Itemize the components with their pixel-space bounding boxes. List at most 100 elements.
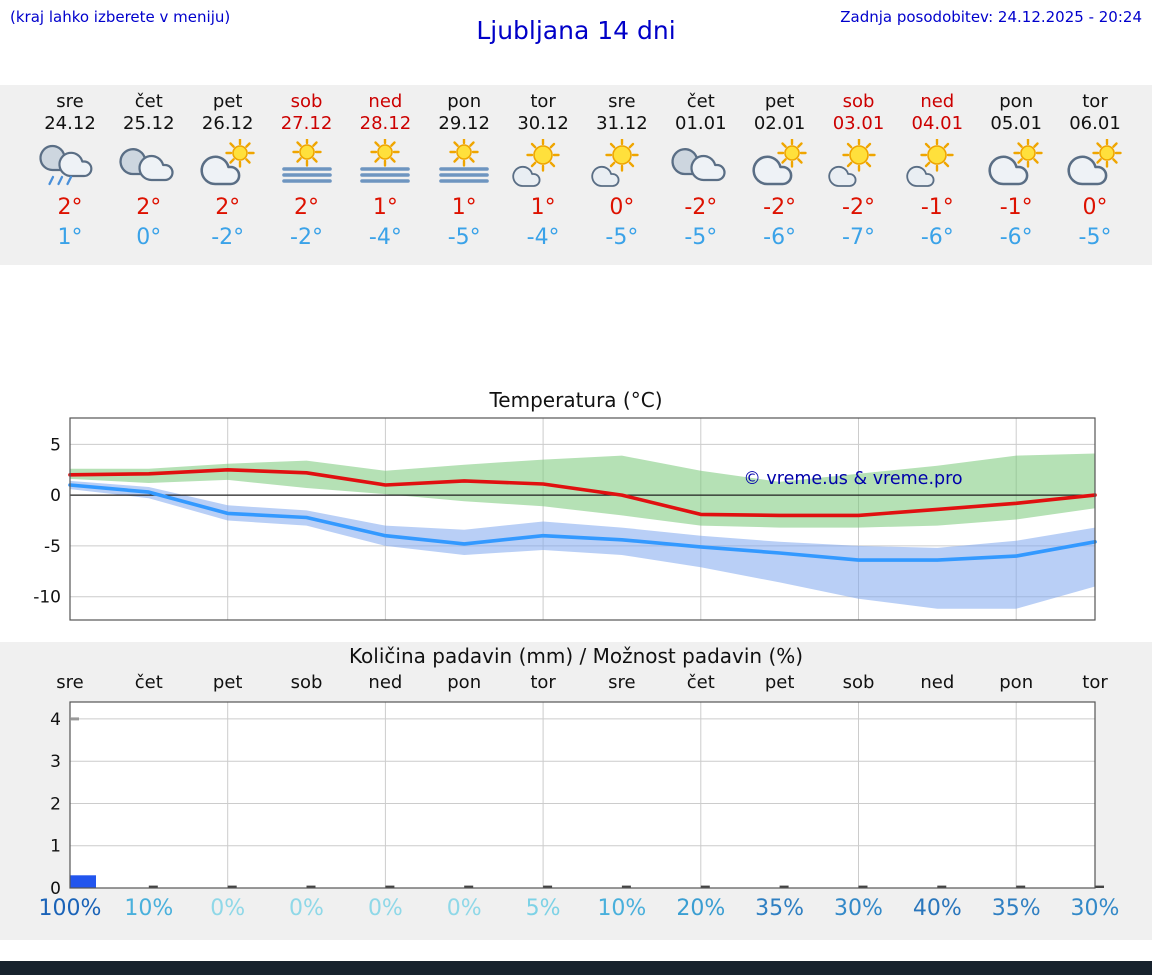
precip-zero-mark <box>700 885 710 888</box>
weather-icon-partly <box>1055 135 1135 187</box>
precip-zero-mark <box>227 885 237 888</box>
day-min-temperature: -4° <box>526 225 560 250</box>
line-max-temperature <box>68 467 1097 518</box>
day-date: 29.12 <box>438 113 490 134</box>
day-min-temperature: 1° <box>57 225 83 250</box>
forecast-day-column[interactable]: pon 05.01 -1° -6° <box>976 91 1056 253</box>
day-max-temperature: -2° <box>684 195 718 220</box>
day-date: 05.01 <box>990 113 1042 134</box>
last-update-timestamp: Zadnja posodobitev: 24.12.2025 - 20:24 <box>840 8 1142 26</box>
precip-day-label: sre <box>56 672 84 693</box>
forecast-day-column[interactable]: tor 06.01 0° -5° <box>1055 91 1135 253</box>
weather-icon-sun-cloud <box>819 135 899 187</box>
forecast-day-column[interactable]: čet 25.12 2° 0° <box>109 91 189 253</box>
precipitation-probability-row: 100% 10% 0% 0% 0% 0% 5% 10% 20% 35% 30% 40% 35% 30% <box>0 896 1152 928</box>
day-max-temperature: 1° <box>530 195 556 220</box>
precip-day-label: pon <box>999 672 1034 693</box>
precip-bar <box>70 875 96 888</box>
precip-zero-mark <box>306 885 316 888</box>
forecast-day-column[interactable]: sob 27.12 2° -2° <box>267 91 347 253</box>
day-date: 27.12 <box>280 113 333 134</box>
weather-icon-fog-sun <box>267 135 347 187</box>
svg-text:0: 0 <box>50 486 61 506</box>
location-hint: (kraj lahko izberete v meniju) <box>10 8 231 26</box>
precip-zero-mark <box>148 885 158 888</box>
forecast-day-column[interactable]: pon 29.12 1° -5° <box>424 91 504 253</box>
day-name: čet <box>686 91 715 112</box>
day-name: sob <box>290 91 323 112</box>
precip-day-label: ned <box>920 672 955 693</box>
precip-day-label: sre <box>608 672 636 693</box>
day-name: sre <box>56 91 84 112</box>
day-min-temperature: -5° <box>684 225 718 250</box>
forecast-day-column[interactable]: čet 01.01 -2° -5° <box>661 91 741 253</box>
day-name: čet <box>134 91 163 112</box>
precip-day-label: ned <box>368 672 403 693</box>
day-max-temperature: 1° <box>372 195 398 220</box>
precip-zero-mark <box>858 885 868 888</box>
svg-text:4: 4 <box>50 710 61 730</box>
precip-day-label: čet <box>686 672 715 693</box>
forecast-day-strip: sre 24.12 2° 1° čet 25.12 2° 0° pet 26.12 2° -2° sob… <box>0 85 1152 265</box>
day-min-temperature: -4° <box>368 225 402 250</box>
precip-probability: 0% <box>446 896 482 921</box>
day-name: sre <box>608 91 636 112</box>
day-max-temperature: 2° <box>215 195 241 220</box>
day-name: pon <box>999 91 1034 112</box>
forecast-day-column[interactable]: tor 30.12 1° -4° <box>503 91 583 253</box>
forecast-day-column[interactable]: sre 24.12 2° 1° <box>30 91 110 253</box>
precipitation-chart: 0 1 2 3 4 <box>50 701 1104 896</box>
precip-day-label: tor <box>1082 672 1108 693</box>
weather-icon-fog-sun <box>345 135 425 187</box>
day-max-temperature: 1° <box>451 195 477 220</box>
forecast-day-column[interactable]: pet 26.12 2° -2° <box>188 91 268 253</box>
precip-zero-mark <box>385 885 395 888</box>
day-max-temperature: 0° <box>1082 195 1108 220</box>
svg-text:0: 0 <box>50 879 61 896</box>
day-max-temperature: 2° <box>57 195 83 220</box>
day-min-temperature: -6° <box>920 225 954 250</box>
precip-day-label: tor <box>530 672 556 693</box>
temperature-chart-title: Temperatura (°C) <box>489 388 663 412</box>
precip-probability: 40% <box>912 896 962 921</box>
day-date: 31.12 <box>596 113 648 134</box>
day-name: pet <box>764 91 795 112</box>
forecast-day-column[interactable]: sob 03.01 -2° -7° <box>819 91 899 253</box>
forecast-day-column[interactable]: pet 02.01 -2° -6° <box>740 91 820 253</box>
day-min-temperature: -5° <box>605 225 639 250</box>
svg-text:3: 3 <box>50 752 61 772</box>
day-date: 26.12 <box>201 113 254 134</box>
day-min-temperature: -5° <box>1078 225 1112 250</box>
weather-icon-partly <box>976 135 1056 187</box>
precip-zero-mark <box>1016 885 1026 888</box>
precip-day-label: sob <box>290 672 323 693</box>
weather-icon-sun-cloud <box>582 135 662 187</box>
day-name: ned <box>920 91 955 112</box>
forecast-day-column[interactable]: ned 04.01 -1° -6° <box>897 91 977 253</box>
band-min-range <box>70 480 1095 609</box>
day-name: pet <box>212 91 243 112</box>
precip-zero-mark <box>779 885 789 888</box>
day-min-temperature: -5° <box>447 225 481 250</box>
day-name: tor <box>1082 91 1108 112</box>
day-max-temperature: 2° <box>136 195 162 220</box>
precip-zero-mark <box>543 885 553 888</box>
svg-text:-10: -10 <box>33 588 61 608</box>
weather-icon-partly <box>740 135 820 187</box>
day-min-temperature: -2° <box>290 225 323 250</box>
weather-icon-cloudy <box>661 135 741 187</box>
precip-day-label: čet <box>134 672 163 693</box>
precip-zero-mark <box>464 885 474 888</box>
forecast-day-column[interactable]: ned 28.12 1° -4° <box>345 91 425 253</box>
day-date: 30.12 <box>517 113 569 134</box>
precip-probability: 35% <box>991 896 1041 921</box>
day-max-temperature: 2° <box>294 195 319 220</box>
svg-text:1: 1 <box>50 837 61 857</box>
weather-icon-cloudy <box>109 135 189 187</box>
forecast-day-column[interactable]: sre 31.12 0° -5° <box>582 91 662 253</box>
day-min-temperature: -6° <box>763 225 797 250</box>
precip-probability: 10% <box>597 896 647 921</box>
day-date: 02.01 <box>753 113 806 134</box>
svg-text:5: 5 <box>50 435 61 455</box>
day-date: 04.01 <box>911 113 964 134</box>
